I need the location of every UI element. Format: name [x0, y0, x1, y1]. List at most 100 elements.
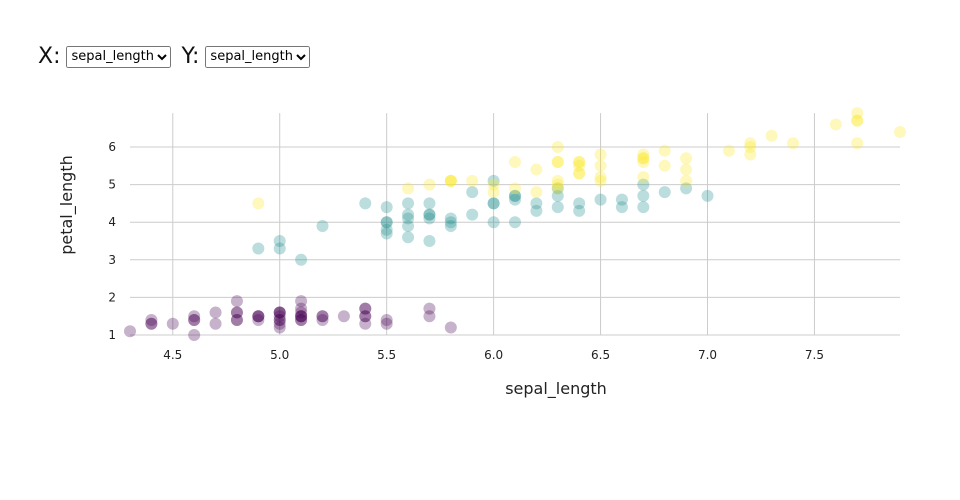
data-point-versicolor: [423, 235, 436, 247]
data-point-versicolor: [273, 242, 286, 255]
data-point-versicolor: [530, 204, 543, 217]
data-point-setosa: [295, 313, 308, 326]
data-point-versicolor: [615, 201, 628, 214]
data-point-versicolor: [402, 231, 415, 244]
data-point-virginica: [551, 178, 564, 191]
data-point-virginica: [637, 171, 650, 184]
data-point-setosa: [316, 310, 329, 323]
data-point-virginica: [637, 148, 650, 161]
data-point-setosa: [380, 317, 393, 330]
x-tick-label: 4.5: [163, 348, 182, 362]
data-point-versicolor: [295, 253, 308, 266]
data-point-setosa: [359, 302, 372, 315]
data-point-versicolor: [487, 197, 500, 210]
y-axis-title: petal_length: [57, 155, 77, 255]
data-point-versicolor: [509, 193, 521, 206]
x-label: X:: [38, 44, 61, 69]
data-point-virginica: [530, 163, 543, 176]
data-point-virginica: [851, 137, 864, 150]
data-point-versicolor: [380, 216, 393, 229]
data-point-versicolor: [680, 182, 693, 195]
data-point-versicolor: [551, 189, 564, 202]
x-tick-label: 7.0: [698, 348, 717, 362]
y-select[interactable]: sepal_length: [205, 45, 311, 68]
data-point-virginica: [444, 174, 457, 187]
data-point-versicolor: [509, 189, 521, 202]
data-point-versicolor: [380, 201, 393, 214]
data-point-setosa: [124, 325, 136, 338]
data-point-setosa: [230, 306, 243, 319]
data-point-versicolor: [423, 212, 436, 225]
data-point-versicolor: [509, 216, 521, 229]
data-point-virginica: [744, 141, 757, 153]
data-point-virginica: [402, 182, 415, 195]
data-point-setosa: [295, 306, 308, 319]
data-point-setosa: [273, 313, 286, 326]
data-point-virginica: [722, 144, 735, 157]
data-point-versicolor: [380, 223, 393, 236]
data-point-setosa: [252, 313, 265, 326]
x-tick-label: 6.5: [591, 348, 610, 362]
data-point-versicolor: [423, 208, 436, 221]
data-point-virginica: [551, 156, 564, 169]
data-point-setosa: [209, 306, 222, 319]
data-point-setosa: [273, 321, 286, 334]
data-point-versicolor: [380, 216, 393, 229]
y-tick-label: 5: [108, 178, 116, 192]
data-point-versicolor: [637, 189, 650, 202]
data-point-setosa: [359, 317, 372, 330]
data-point-setosa: [337, 310, 350, 323]
data-point-versicolor: [402, 212, 415, 225]
data-point-versicolor: [637, 201, 650, 214]
data-point-virginica: [851, 114, 864, 127]
data-point-versicolor: [551, 182, 564, 195]
data-point-setosa: [145, 317, 158, 330]
data-point-versicolor: [423, 208, 436, 221]
data-point-versicolor: [487, 216, 500, 229]
y-tick-label: 3: [108, 253, 116, 267]
data-point-setosa: [359, 302, 372, 315]
data-point-virginica: [851, 114, 864, 127]
data-point-virginica: [573, 167, 586, 180]
data-point-setosa: [273, 310, 286, 323]
data-point-versicolor: [380, 227, 393, 240]
data-point-setosa: [295, 310, 308, 323]
x-select[interactable]: sepal_length: [66, 45, 172, 68]
data-point-versicolor: [487, 197, 500, 210]
data-point-versicolor: [444, 219, 457, 232]
data-point-virginica: [466, 174, 479, 187]
data-point-setosa: [295, 295, 308, 308]
data-point-versicolor: [573, 204, 586, 217]
data-point-virginica: [637, 152, 650, 165]
data-point-virginica: [594, 159, 607, 172]
data-point-virginica: [444, 174, 457, 187]
data-point-setosa: [273, 306, 286, 319]
data-point-virginica: [594, 174, 607, 187]
data-point-virginica: [658, 144, 671, 157]
data-point-setosa: [295, 310, 308, 323]
y-label: Y:: [181, 44, 200, 69]
data-point-virginica: [765, 129, 778, 142]
data-point-versicolor: [573, 197, 586, 210]
y-tick-label: 4: [108, 215, 116, 229]
data-point-setosa: [188, 310, 201, 323]
data-point-versicolor: [701, 189, 714, 202]
data-point-virginica: [573, 167, 586, 180]
data-point-setosa: [273, 317, 286, 330]
data-point-setosa: [209, 317, 222, 330]
data-point-versicolor: [402, 219, 415, 232]
data-point-versicolor: [273, 235, 286, 247]
data-point-setosa: [359, 310, 372, 323]
data-point-virginica: [573, 156, 586, 169]
data-point-versicolor: [466, 186, 479, 199]
data-point-setosa: [316, 313, 329, 326]
x-tick-label: 5.5: [377, 348, 396, 362]
x-tick-label: 7.5: [805, 348, 824, 362]
data-point-setosa: [188, 313, 201, 326]
data-point-versicolor: [402, 208, 415, 221]
data-point-setosa: [252, 310, 265, 323]
data-point-setosa: [295, 302, 308, 315]
data-point-virginica: [487, 186, 500, 199]
data-point-versicolor: [359, 197, 372, 210]
